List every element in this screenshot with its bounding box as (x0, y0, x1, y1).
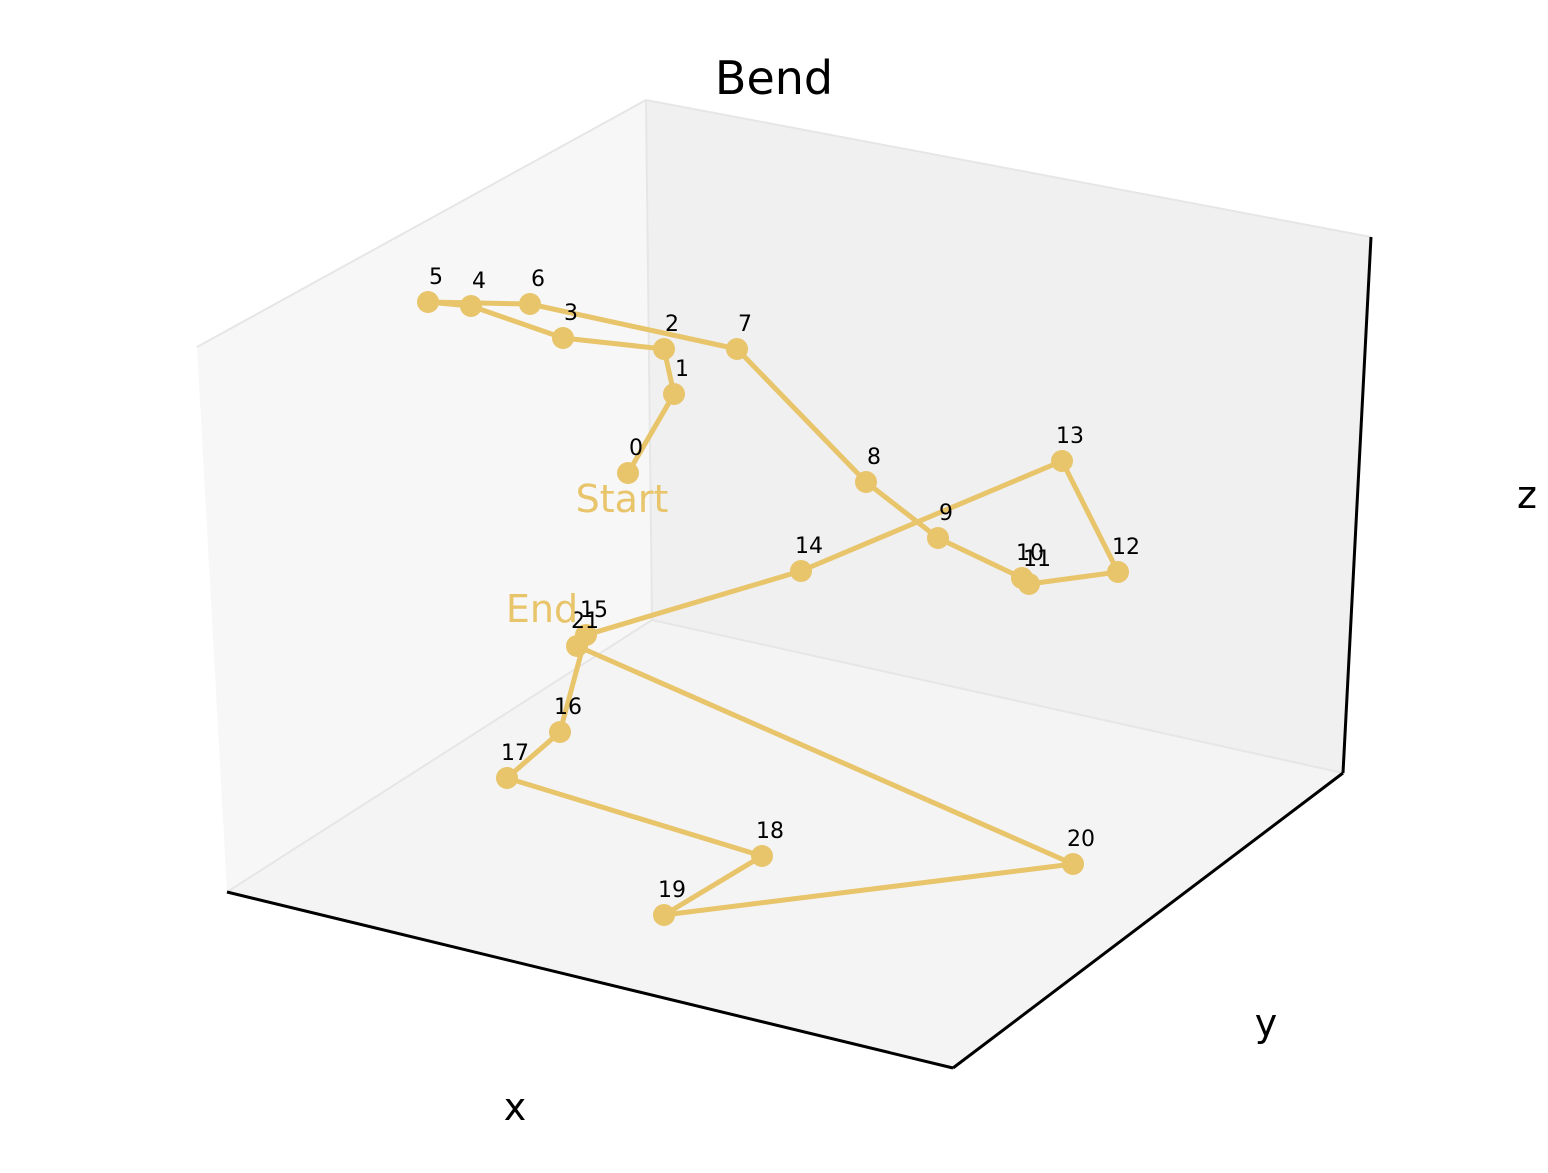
data-point-7 (726, 338, 748, 360)
point-label-5: 5 (429, 265, 443, 290)
point-label-11: 11 (1023, 547, 1051, 572)
data-point-9 (927, 527, 949, 549)
data-point-3 (552, 327, 574, 349)
data-point-6 (519, 293, 541, 315)
point-label-14: 14 (795, 534, 823, 559)
point-label-16: 16 (554, 695, 582, 720)
point-label-20: 20 (1067, 827, 1095, 852)
axes-panes (196, 98, 1372, 1068)
point-label-8: 8 (867, 445, 881, 470)
point-label-9: 9 (939, 501, 953, 526)
point-label-18: 18 (756, 819, 784, 844)
point-label-2: 2 (665, 312, 679, 337)
point-label-6: 6 (531, 267, 545, 292)
point-label-3: 3 (564, 301, 578, 326)
data-point-21 (566, 635, 588, 657)
data-point-19 (653, 904, 675, 926)
y-axis-label: y (1255, 1001, 1278, 1045)
point-label-0: 0 (629, 436, 643, 461)
chart-title: Bend (715, 51, 833, 105)
data-point-2 (653, 338, 675, 360)
x-axis-label: x (504, 1085, 527, 1129)
start-annotation: Start (576, 477, 669, 521)
data-point-0 (617, 462, 639, 484)
point-label-17: 17 (501, 741, 529, 766)
point-label-15: 15 (580, 598, 608, 623)
data-point-18 (751, 845, 773, 867)
z-axis-label: z (1517, 473, 1537, 517)
point-label-10: 10 (1016, 541, 1044, 566)
point-label-12: 12 (1112, 535, 1140, 560)
data-point-4 (460, 295, 482, 317)
data-point-11 (1018, 573, 1040, 595)
axis-lines (226, 236, 1373, 1070)
data-point-20 (1062, 853, 1084, 875)
x-axis-line (226, 890, 954, 1070)
data-point-1 (663, 383, 685, 405)
point-label-7: 7 (738, 312, 752, 337)
data-point-14 (790, 560, 812, 582)
data-point-8 (855, 471, 877, 493)
data-point-13 (1051, 450, 1073, 472)
data-point-5 (417, 291, 439, 313)
end-annotation: End (506, 587, 578, 631)
point-label-4: 4 (472, 269, 486, 294)
point-label-13: 13 (1056, 424, 1084, 449)
data-point-12 (1107, 561, 1129, 583)
data-point-17 (496, 767, 518, 789)
data-point-16 (549, 721, 571, 743)
floor-pane (227, 620, 1343, 1068)
z-axis-line (1341, 236, 1373, 774)
point-label-19: 19 (658, 878, 686, 903)
point-label-21: 21 (571, 609, 599, 634)
pane-edge (645, 99, 653, 621)
point-label-1: 1 (675, 357, 689, 382)
back-pane (646, 100, 1371, 773)
y-axis-line (952, 771, 1344, 1070)
pane-edge (226, 618, 1344, 893)
